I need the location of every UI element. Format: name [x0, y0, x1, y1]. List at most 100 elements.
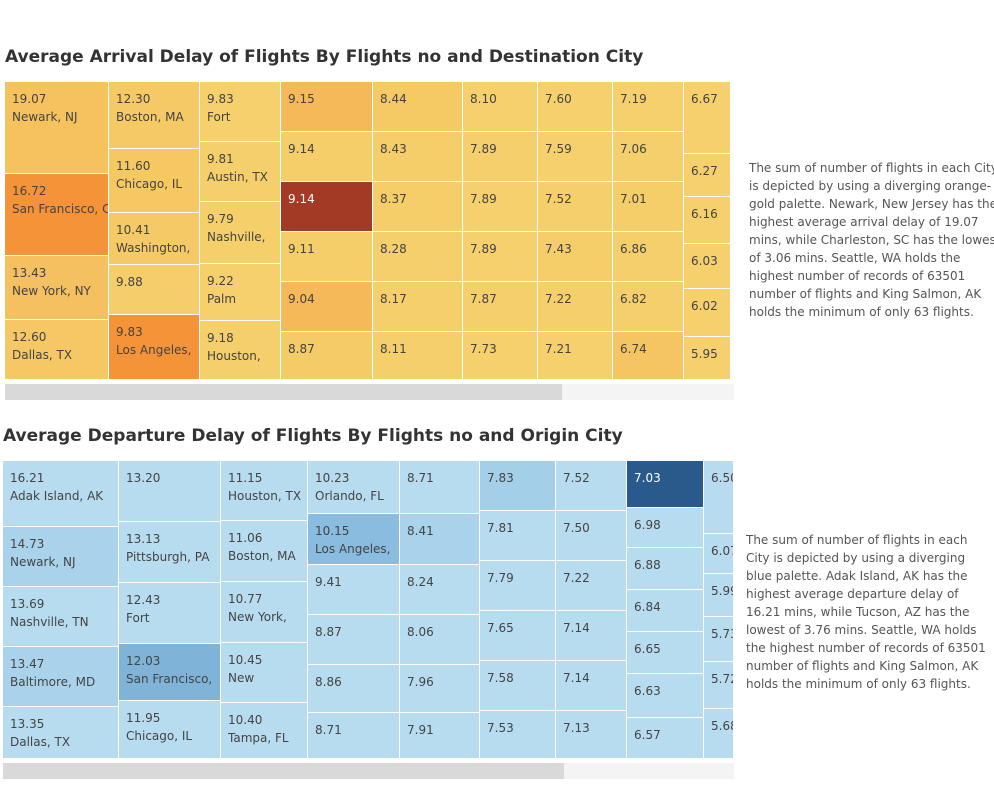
treemap-cell[interactable]: 8.06	[400, 615, 480, 665]
treemap-cell[interactable]: 13.35 Dallas, TX	[3, 707, 119, 759]
treemap-cell[interactable]: 9.18 Houston,	[200, 321, 281, 380]
arrival-horizontal-scrollbar[interactable]	[5, 384, 734, 400]
treemap-cell[interactable]: 10.41 Washington,	[109, 213, 200, 265]
treemap-cell[interactable]: 5.68	[704, 709, 734, 759]
treemap-cell[interactable]: 13.43 New York, NY	[5, 256, 109, 320]
treemap-cell[interactable]: 7.03	[627, 461, 704, 508]
treemap-cell[interactable]: 8.28	[373, 232, 463, 282]
treemap-cell[interactable]: 8.43	[373, 132, 463, 182]
treemap-cell[interactable]: 8.87	[308, 615, 400, 665]
treemap-cell[interactable]: 8.71	[308, 713, 400, 759]
treemap-cell[interactable]: 7.89	[463, 232, 538, 282]
treemap-cell[interactable]: 6.98	[627, 508, 704, 548]
treemap-cell[interactable]: 9.79 Nashville,	[200, 202, 281, 264]
treemap-cell[interactable]: 5.72	[704, 662, 734, 709]
treemap-cell[interactable]: 6.16	[684, 197, 731, 244]
treemap-cell[interactable]: 9.41	[308, 565, 400, 615]
treemap-cell[interactable]: 7.87	[463, 282, 538, 332]
treemap-cell[interactable]: 11.95 Chicago, IL	[119, 701, 221, 759]
treemap-cell[interactable]: 9.14	[281, 182, 373, 232]
treemap-cell[interactable]: 13.47 Baltimore, MD	[3, 647, 119, 707]
treemap-cell[interactable]: 13.69 Nashville, TN	[3, 587, 119, 647]
treemap-cell[interactable]: 9.83 Los Angeles,	[109, 315, 200, 380]
treemap-cell[interactable]: 7.21	[538, 332, 613, 380]
treemap-cell[interactable]: 9.22 Palm	[200, 264, 281, 321]
treemap-cell[interactable]: 7.65	[480, 611, 556, 661]
treemap-cell[interactable]: 8.87	[281, 332, 373, 380]
treemap-cell[interactable]: 6.86	[613, 232, 684, 282]
treemap-cell[interactable]: 14.73 Newark, NJ	[3, 527, 119, 587]
treemap-cell[interactable]: 6.57	[627, 718, 704, 759]
treemap-cell[interactable]: 11.06 Boston, MA	[221, 521, 308, 582]
treemap-cell[interactable]: 8.44	[373, 82, 463, 132]
treemap-cell[interactable]: 10.15 Los Angeles,	[308, 514, 400, 565]
treemap-cell[interactable]: 10.45 New	[221, 643, 308, 703]
treemap-cell[interactable]: 5.99	[704, 574, 734, 617]
treemap-cell[interactable]: 7.53	[480, 711, 556, 759]
treemap-cell[interactable]: 7.96	[400, 665, 480, 713]
treemap-cell[interactable]: 8.41	[400, 514, 480, 565]
treemap-cell[interactable]: 7.79	[480, 561, 556, 611]
treemap-cell[interactable]: 6.27	[684, 154, 731, 197]
treemap-cell[interactable]: 5.95	[684, 337, 731, 380]
treemap-cell[interactable]: 6.07	[704, 534, 734, 574]
treemap-cell[interactable]: 10.77 New York,	[221, 582, 308, 643]
treemap-cell[interactable]: 7.14	[556, 611, 627, 661]
treemap-cell[interactable]: 5.73	[704, 617, 734, 662]
treemap-cell[interactable]: 12.30 Boston, MA	[109, 82, 200, 149]
treemap-cell[interactable]: 6.82	[613, 282, 684, 332]
treemap-cell[interactable]: 7.73	[463, 332, 538, 380]
treemap-cell[interactable]: 7.14	[556, 661, 627, 711]
treemap-cell[interactable]: 9.11	[281, 232, 373, 282]
treemap-cell[interactable]: 16.72 San Francisco, CA	[5, 174, 109, 256]
departure-horizontal-scrollbar[interactable]	[3, 763, 734, 779]
treemap-cell[interactable]: 19.07 Newark, NJ	[5, 82, 109, 174]
treemap-cell[interactable]: 8.71	[400, 461, 480, 514]
treemap-cell[interactable]: 6.74	[613, 332, 684, 380]
treemap-cell[interactable]: 7.83	[480, 461, 556, 511]
treemap-cell[interactable]: 7.89	[463, 132, 538, 182]
treemap-cell[interactable]: 7.91	[400, 713, 480, 759]
treemap-cell[interactable]: 9.88	[109, 265, 200, 315]
treemap-cell[interactable]: 6.50	[704, 461, 734, 534]
treemap-cell[interactable]: 6.03	[684, 244, 731, 289]
treemap-cell[interactable]: 8.17	[373, 282, 463, 332]
treemap-cell[interactable]: 9.04	[281, 282, 373, 332]
treemap-cell[interactable]: 7.81	[480, 511, 556, 561]
treemap-cell[interactable]: 7.43	[538, 232, 613, 282]
treemap-cell[interactable]: 12.43 Fort	[119, 583, 221, 644]
treemap-cell[interactable]: 6.88	[627, 548, 704, 590]
treemap-cell[interactable]: 6.63	[627, 674, 704, 718]
treemap-cell[interactable]: 6.02	[684, 289, 731, 337]
treemap-cell[interactable]: 8.24	[400, 565, 480, 615]
treemap-cell[interactable]: 8.37	[373, 182, 463, 232]
treemap-cell[interactable]: 7.22	[538, 282, 613, 332]
treemap-cell[interactable]: 13.20	[119, 461, 221, 522]
treemap-cell[interactable]: 7.19	[613, 82, 684, 132]
treemap-cell[interactable]: 6.67	[684, 82, 731, 154]
treemap-cell[interactable]: 7.01	[613, 182, 684, 232]
treemap-cell[interactable]: 11.60 Chicago, IL	[109, 149, 200, 213]
treemap-cell[interactable]: 10.40 Tampa, FL	[221, 703, 308, 759]
treemap-cell[interactable]: 7.89	[463, 182, 538, 232]
treemap-cell[interactable]: 9.15	[281, 82, 373, 132]
treemap-cell[interactable]: 9.14	[281, 132, 373, 182]
treemap-cell[interactable]: 9.81 Austin, TX	[200, 142, 281, 202]
treemap-cell[interactable]: 8.10	[463, 82, 538, 132]
treemap-cell[interactable]: 7.52	[538, 182, 613, 232]
treemap-cell[interactable]: 7.58	[480, 661, 556, 711]
treemap-cell[interactable]: 6.65	[627, 632, 704, 674]
treemap-cell[interactable]: 12.60 Dallas, TX	[5, 320, 109, 380]
treemap-cell[interactable]: 7.50	[556, 511, 627, 561]
treemap-cell[interactable]: 10.23 Orlando, FL	[308, 461, 400, 514]
treemap-cell[interactable]: 13.13 Pittsburgh, PA	[119, 522, 221, 583]
treemap-cell[interactable]: 8.11	[373, 332, 463, 380]
treemap-cell[interactable]: 6.84	[627, 590, 704, 632]
treemap-cell[interactable]: 9.83 Fort	[200, 82, 281, 142]
treemap-cell[interactable]: 7.22	[556, 561, 627, 611]
treemap-cell[interactable]: 7.06	[613, 132, 684, 182]
arrival-scrollbar-thumb[interactable]	[5, 384, 562, 400]
treemap-cell[interactable]: 16.21 Adak Island, AK	[3, 461, 119, 527]
treemap-cell[interactable]: 7.60	[538, 82, 613, 132]
treemap-cell[interactable]: 11.15 Houston, TX	[221, 461, 308, 521]
